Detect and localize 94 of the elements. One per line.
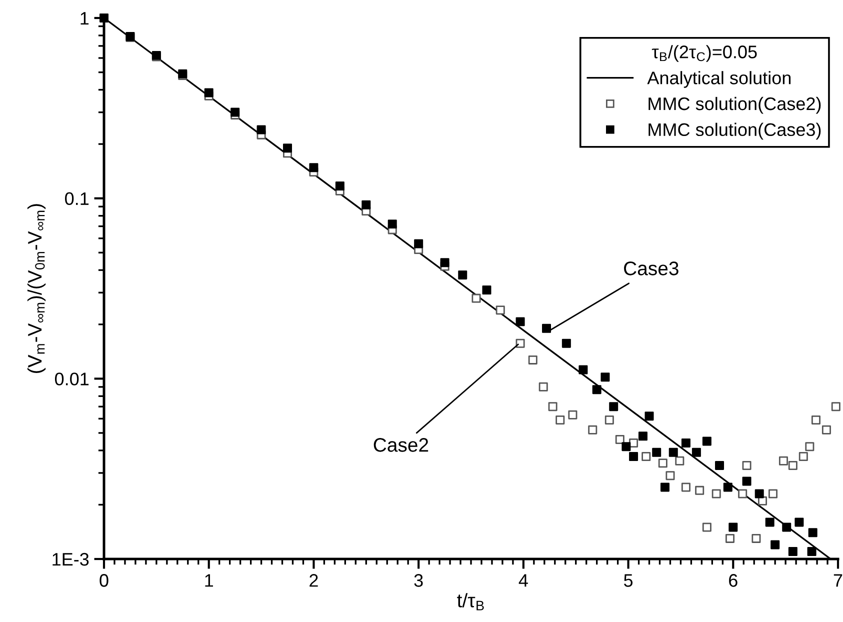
text: (V$_{m}$-V$_{∞m}$)/(V$_{0m}$-V$_{∞m}$) (27, 204, 46, 373)
legend-label: MMC solution(Case2) (648, 96, 821, 114)
point (681, 482, 690, 492)
point (752, 534, 761, 543)
point (362, 200, 371, 210)
point (496, 306, 505, 315)
point (642, 452, 651, 462)
y-tick-label: 0.01 (54, 372, 89, 386)
point (831, 402, 840, 412)
point (548, 402, 558, 412)
point (256, 125, 266, 134)
point (622, 442, 631, 452)
x-tick-label: 5 (624, 574, 633, 587)
point (770, 540, 780, 550)
x-tick-label: 1 (205, 574, 213, 587)
point (754, 489, 764, 498)
point (668, 448, 678, 457)
point (658, 458, 668, 468)
point (283, 144, 292, 153)
point (782, 522, 792, 532)
y-tick-label: 1 (80, 12, 89, 25)
point (644, 412, 654, 421)
point (788, 547, 798, 556)
point (472, 294, 481, 303)
point (666, 471, 675, 480)
point (568, 410, 578, 420)
point (794, 518, 804, 527)
point (726, 534, 734, 543)
point (458, 270, 468, 280)
point (681, 438, 690, 448)
point (204, 88, 214, 98)
point (578, 365, 588, 374)
point (695, 486, 704, 495)
point (592, 385, 602, 394)
point (604, 415, 614, 424)
point (482, 286, 492, 295)
point (615, 434, 624, 444)
point (556, 415, 565, 424)
x-tick-label: 3 (414, 574, 423, 587)
point (811, 415, 820, 424)
point (600, 372, 610, 382)
point (807, 547, 816, 556)
x-tick-label: 7 (834, 574, 842, 587)
point (609, 402, 618, 412)
point (778, 456, 788, 466)
point (542, 324, 551, 333)
x-tick-label: 0 (100, 574, 108, 587)
point (742, 476, 752, 486)
point (715, 460, 724, 470)
point (808, 528, 818, 538)
point (629, 452, 638, 462)
point (638, 432, 648, 441)
point (738, 489, 748, 498)
point (798, 452, 808, 462)
point (692, 448, 701, 457)
x-axis-title: t/τ$_{B}$ (457, 593, 484, 610)
point (822, 425, 831, 434)
point (702, 522, 712, 532)
point (788, 460, 798, 470)
point (660, 482, 670, 492)
annotation: Case3 (624, 262, 678, 276)
point (335, 182, 344, 191)
point (230, 108, 240, 117)
point (629, 438, 638, 448)
legend-title: τ$_{B}$/(2τ$_{C}$)=0.05 (652, 45, 757, 62)
y-tick-label: 1E-3 (52, 552, 89, 566)
legend-label: Analytical solution (647, 71, 791, 88)
x-tick-label: 4 (518, 574, 528, 587)
point (702, 436, 712, 446)
legend-label: MMC solution(Case3) (648, 122, 821, 140)
point (728, 522, 738, 532)
x-tick-label: 6 (729, 574, 738, 587)
point (723, 482, 732, 492)
point (805, 442, 814, 452)
point (588, 425, 598, 434)
point (765, 518, 774, 527)
point (538, 382, 548, 392)
point (100, 14, 108, 22)
annotation: Case2 (374, 438, 428, 452)
point (309, 163, 318, 172)
point (388, 220, 397, 229)
point (516, 317, 525, 326)
point (414, 239, 424, 248)
y-tick-label: 0.1 (65, 192, 89, 206)
point (528, 355, 538, 364)
x-tick-label: 2 (310, 574, 318, 587)
point (562, 338, 571, 348)
point (742, 460, 752, 470)
point (440, 258, 450, 268)
point (712, 489, 721, 498)
point (516, 338, 525, 348)
point (652, 448, 662, 457)
point (768, 489, 778, 498)
point (675, 456, 684, 466)
